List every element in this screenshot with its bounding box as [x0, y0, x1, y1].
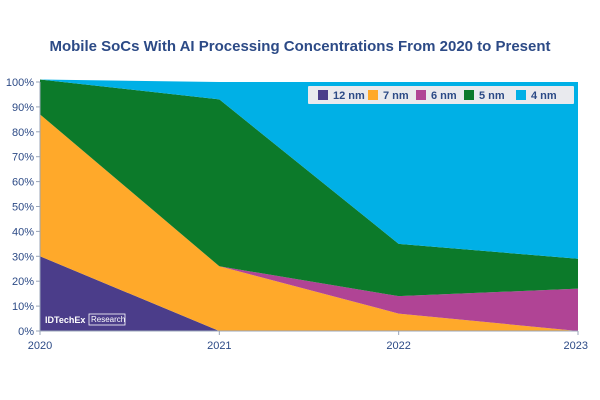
logo-sub-box — [88, 313, 126, 326]
legend-label-6nm: 6 nm — [431, 90, 457, 102]
y-tick-label: 30% — [12, 251, 34, 263]
y-tick-label: 70% — [12, 152, 34, 164]
x-tick-label: 2022 — [386, 340, 410, 352]
y-tick-label: 0% — [18, 326, 34, 338]
y-tick-label: 10% — [12, 301, 34, 313]
legend-label-7nm: 7 nm — [383, 90, 409, 102]
y-tick-label: 50% — [12, 202, 34, 214]
logo-brand-text: IDTechEx — [45, 315, 85, 325]
y-tick-label: 90% — [12, 102, 34, 114]
legend-swatch-6nm — [416, 90, 426, 100]
y-tick-label: 100% — [6, 77, 34, 89]
area-series-6nm — [40, 114, 578, 332]
idtechex-logo: IDTechEx Research — [45, 313, 126, 326]
legend-label-12nm: 12 nm — [333, 90, 365, 102]
logo-sub-text: Research — [91, 315, 125, 324]
legend-label-5nm: 5 nm — [479, 90, 505, 102]
legend-swatch-7nm — [368, 90, 378, 100]
legend: 12 nm 7 nm 6 nm 5 nm 4 nm — [308, 86, 574, 104]
area-series-4nm — [40, 79, 578, 259]
legend-swatch-12nm — [318, 90, 328, 100]
legend-swatch-5nm — [464, 90, 474, 100]
x-tick-label: 2021 — [207, 340, 231, 352]
legend-label-4nm: 4 nm — [531, 90, 557, 102]
y-tick-label: 80% — [12, 127, 34, 139]
x-tick-label: 2023 — [564, 340, 588, 352]
y-tick-label: 60% — [12, 177, 34, 189]
chart-title: Mobile SoCs With AI Processing Concentra… — [49, 38, 551, 55]
area-layer — [40, 79, 578, 332]
axes-layer: 0% 10% 20% 30% 40% 50% 60% 70% 80% 90% 100% 2020 202… — [6, 77, 588, 352]
area-series-12nm — [40, 256, 578, 331]
area-series-7nm — [40, 114, 578, 332]
area-series-5nm — [40, 79, 578, 297]
y-tick-label: 40% — [12, 226, 34, 238]
y-tick-label: 20% — [12, 276, 34, 288]
legend-swatch-4nm — [516, 90, 526, 100]
x-tick-label: 2020 — [28, 340, 52, 352]
